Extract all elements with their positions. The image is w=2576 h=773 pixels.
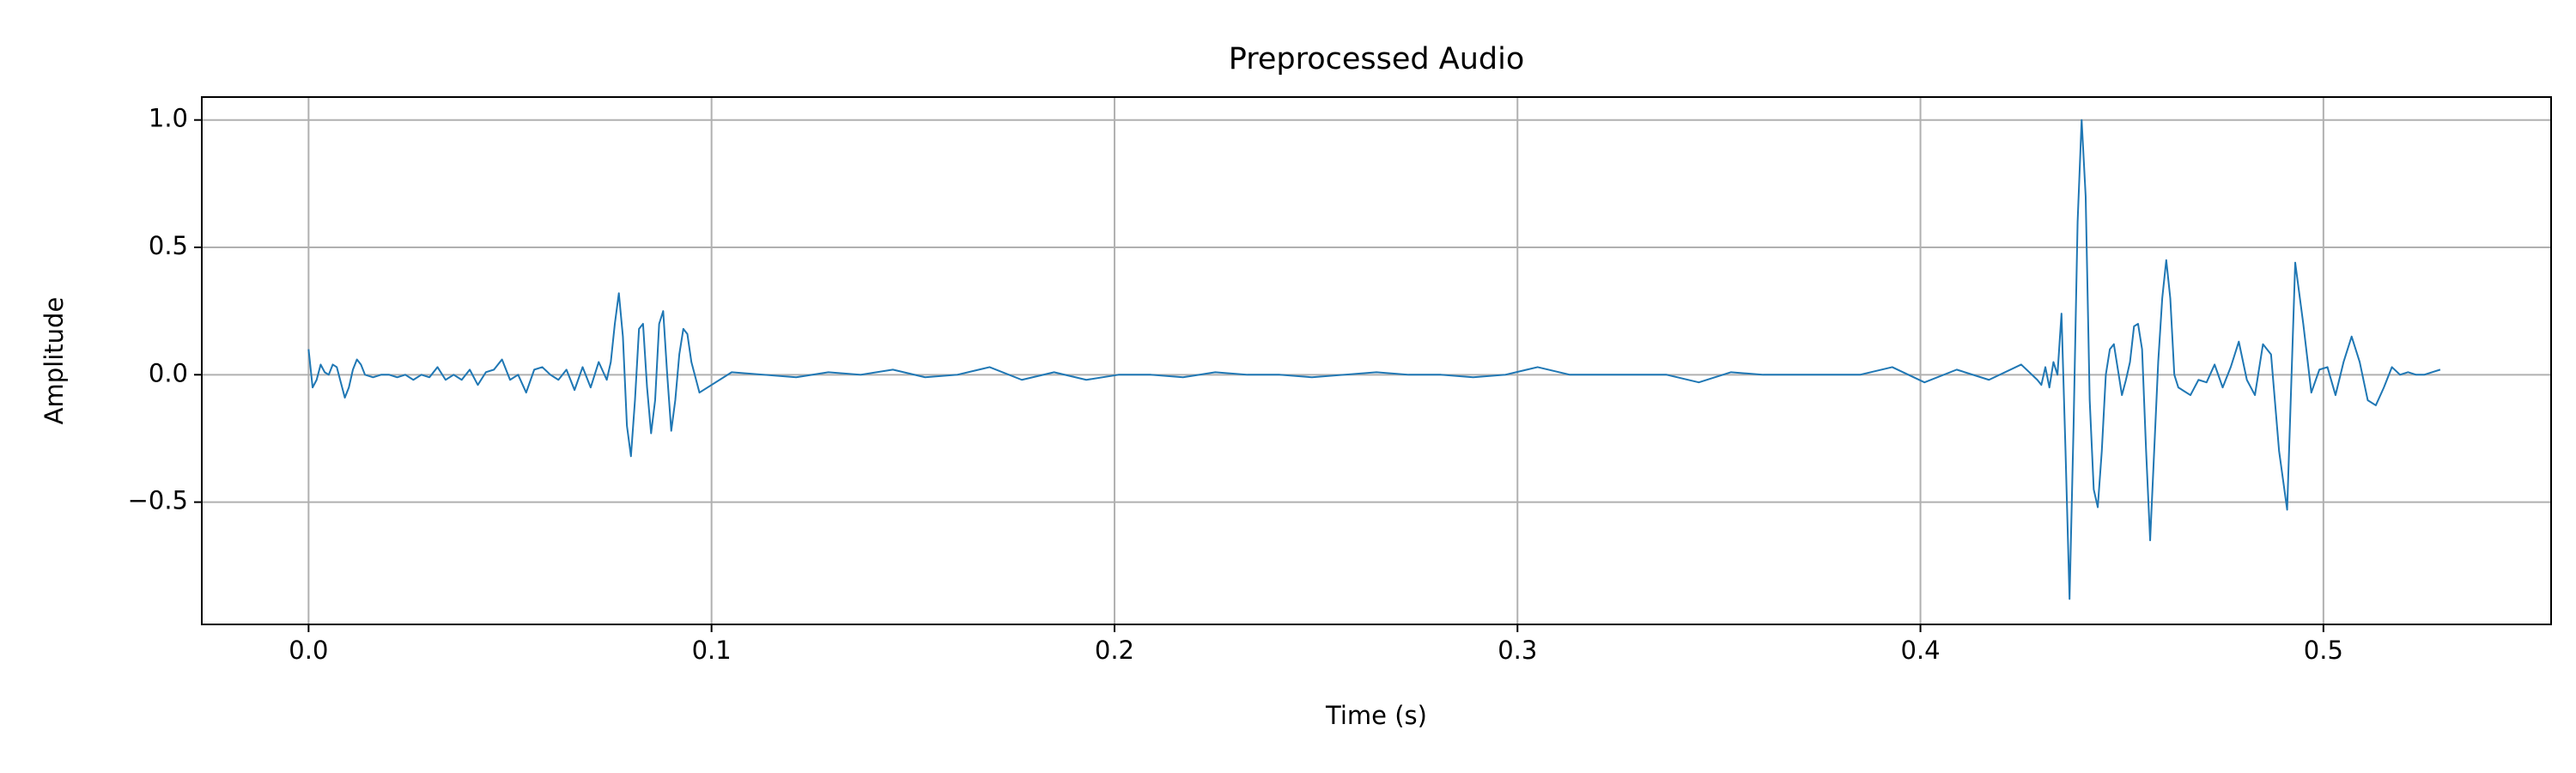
x-tick-label: 0.3 [1498, 636, 1537, 665]
x-tick-label: 0.1 [692, 636, 732, 665]
chart-title: Preprocessed Audio [1229, 42, 1525, 76]
x-tick-label: 0.4 [1900, 636, 1940, 665]
waveform-line [307, 119, 2441, 600]
y-tick-label: 0.5 [149, 231, 188, 260]
x-tick-label: 0.0 [289, 636, 328, 665]
x-tick-label: 0.5 [2304, 636, 2343, 665]
y-tick-label: −0.5 [128, 486, 188, 515]
y-tick-label: 1.0 [149, 104, 188, 133]
y-axis-label: Amplitude [39, 297, 69, 425]
y-tick-label: 0.0 [149, 358, 188, 387]
x-axis-label: Time (s) [1325, 701, 1427, 730]
plot-frame [201, 96, 2552, 625]
x-tick-label: 0.2 [1095, 636, 1134, 665]
